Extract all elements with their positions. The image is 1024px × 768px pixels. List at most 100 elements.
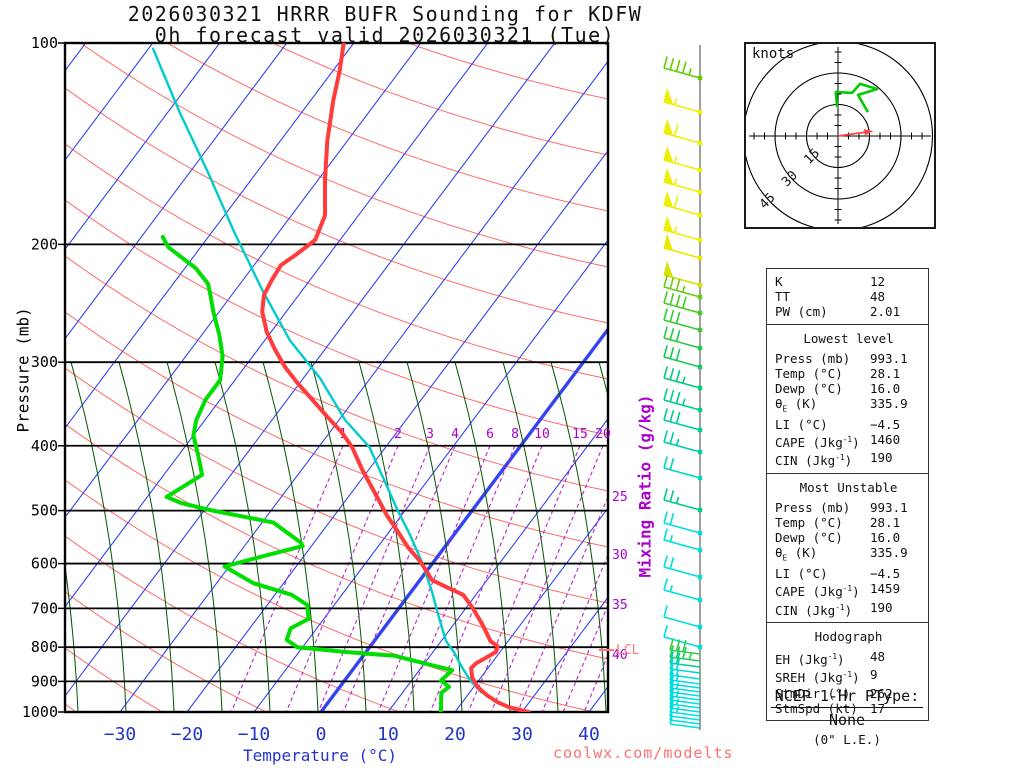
wind-barb — [663, 87, 703, 115]
index-label: CIN (Jkg-1) — [775, 453, 853, 469]
mixing-ratio-label: 10 — [534, 427, 550, 442]
wind-barb — [663, 215, 703, 243]
wind-barb — [663, 605, 703, 630]
wind-barb — [663, 233, 703, 261]
wind-barb — [669, 645, 701, 662]
index-label: CAPE (Jkg-1) — [775, 584, 860, 600]
isotherm — [119, 60, 608, 712]
indices-row: CIN (Jkg-1) 190 — [775, 600, 922, 618]
index-value: 28.1 — [870, 515, 901, 531]
zero-isotherm — [319, 326, 608, 712]
wind-barb — [669, 668, 701, 685]
lcl-label: LCL — [616, 643, 640, 658]
index-label: K — [775, 274, 783, 289]
index-label: StmSpd (kt) — [775, 701, 858, 716]
mixing-ratio-lines — [230, 445, 608, 712]
index-value: 335.9 — [870, 545, 908, 561]
indices-section: Most Unstable Press (mb) 993.1 Temp (°C) 28.… — [766, 472, 929, 623]
isotherm — [65, 43, 422, 519]
pressure-tick-label: 800 — [31, 638, 58, 656]
mixing-ratio-label: 30 — [612, 548, 628, 563]
wind-barb — [669, 688, 701, 705]
storm-motion-vector — [837, 130, 868, 137]
indices-row: StmDir (°) 262 — [775, 686, 922, 701]
ptype-note: (0" L.E.) — [813, 732, 881, 747]
dry-adiabats — [65, 43, 608, 712]
index-value: 993.1 — [870, 499, 908, 515]
index-value: 190 — [870, 599, 893, 615]
pressure-tick-label: 600 — [31, 555, 58, 573]
indices-section: Hodograph EH (Jkg-1) 48 SREH (Jkg-1) 9 StmDir… — [766, 622, 929, 722]
indices-row: StmSpd (kt) 17 — [775, 701, 922, 716]
temp-tick-label: 20 — [444, 724, 466, 745]
isotherm — [186, 149, 608, 712]
index-label: Dewp (°C) — [775, 530, 843, 546]
indices-section-title: Lowest level — [803, 330, 894, 346]
temp-tick-label: 0 — [316, 724, 327, 745]
index-label: Dewp (°C) — [775, 381, 843, 397]
wind-barb — [663, 167, 703, 195]
isotherm — [65, 43, 355, 429]
mixing-ratio-label: 6 — [486, 427, 494, 442]
wind-barb — [669, 638, 701, 655]
indices-row: CAPE (Jkg-1) 1460 — [775, 432, 922, 450]
mixing-ratio-label: 20 — [595, 427, 611, 442]
indices-section-title: Most Unstable — [799, 479, 898, 495]
indices-row: TT 48 — [775, 289, 922, 304]
wind-barb — [663, 275, 703, 300]
index-value: 262 — [870, 685, 893, 701]
index-label: StmDir (°) — [775, 685, 851, 701]
index-value: 16.0 — [870, 381, 901, 397]
index-label: CAPE (Jkg-1) — [775, 435, 860, 451]
wind-barb — [663, 190, 703, 218]
indices-row: LI (°C) −4.5 — [775, 417, 922, 432]
ptype-block: NCEP 1-Hr PType: None (0" L.E.) — [748, 686, 946, 747]
isotherm — [454, 507, 608, 712]
mixing-ratio-label: 35 — [612, 598, 628, 613]
indices-section-title: Hodograph — [814, 629, 883, 645]
index-value: 17 — [870, 701, 886, 716]
moist-adiabats — [65, 362, 608, 712]
index-value: 28.1 — [870, 365, 901, 381]
wind-barb — [663, 625, 703, 650]
hodograph-units-label: knots — [752, 46, 795, 62]
index-label: Press (mb) — [775, 499, 851, 515]
wind-barb — [663, 260, 703, 288]
indices-row: θE (K) 335.9 — [775, 396, 922, 417]
mixing-ratio-label: 40 — [612, 648, 628, 663]
wind-barb — [663, 145, 703, 173]
dewpoint-curve — [160, 235, 455, 712]
wind-barb — [663, 56, 703, 81]
pressure-tick-label: 900 — [31, 672, 58, 690]
wind-barb — [669, 692, 701, 709]
pressure-tick-label: 400 — [31, 437, 58, 455]
hodograph-trace — [834, 82, 879, 113]
indices-row: LI (°C) −4.5 — [775, 566, 922, 581]
storm-motion-arrowhead — [863, 129, 874, 136]
index-label: LI (°C) — [775, 416, 828, 432]
temperature-curve — [260, 43, 531, 712]
indices-row: θE (K) 335.9 — [775, 545, 922, 566]
index-value: 16.0 — [870, 530, 901, 546]
wind-barb — [663, 366, 703, 391]
mixing-ratio-label: 8 — [511, 427, 519, 442]
index-value: 9 — [870, 667, 878, 683]
index-value: −4.5 — [870, 566, 901, 582]
indices-row: Dewp (°C) 16.0 — [775, 530, 922, 545]
index-label: EH (Jkg-1) — [775, 652, 845, 668]
wind-barb — [663, 430, 703, 455]
indices-row: Press (mb) 993.1 — [775, 500, 922, 515]
pressure-tick-label: 100 — [31, 34, 58, 52]
isotherm — [65, 43, 489, 608]
mixing-ratio-label: 3 — [426, 427, 434, 442]
mixing-ratio-label: 4 — [451, 427, 459, 442]
wind-barb — [663, 388, 703, 413]
temp-tick-label: −20 — [171, 724, 204, 745]
indices-row: CIN (Jkg-1) 190 — [775, 450, 922, 468]
wind-barb — [669, 713, 701, 725]
indices-row: Press (mb) 993.1 — [775, 351, 922, 366]
isotherm — [65, 43, 221, 251]
hodograph-ring — [746, 44, 934, 227]
indices-row: CAPE (Jkg-1) 1459 — [775, 581, 922, 599]
